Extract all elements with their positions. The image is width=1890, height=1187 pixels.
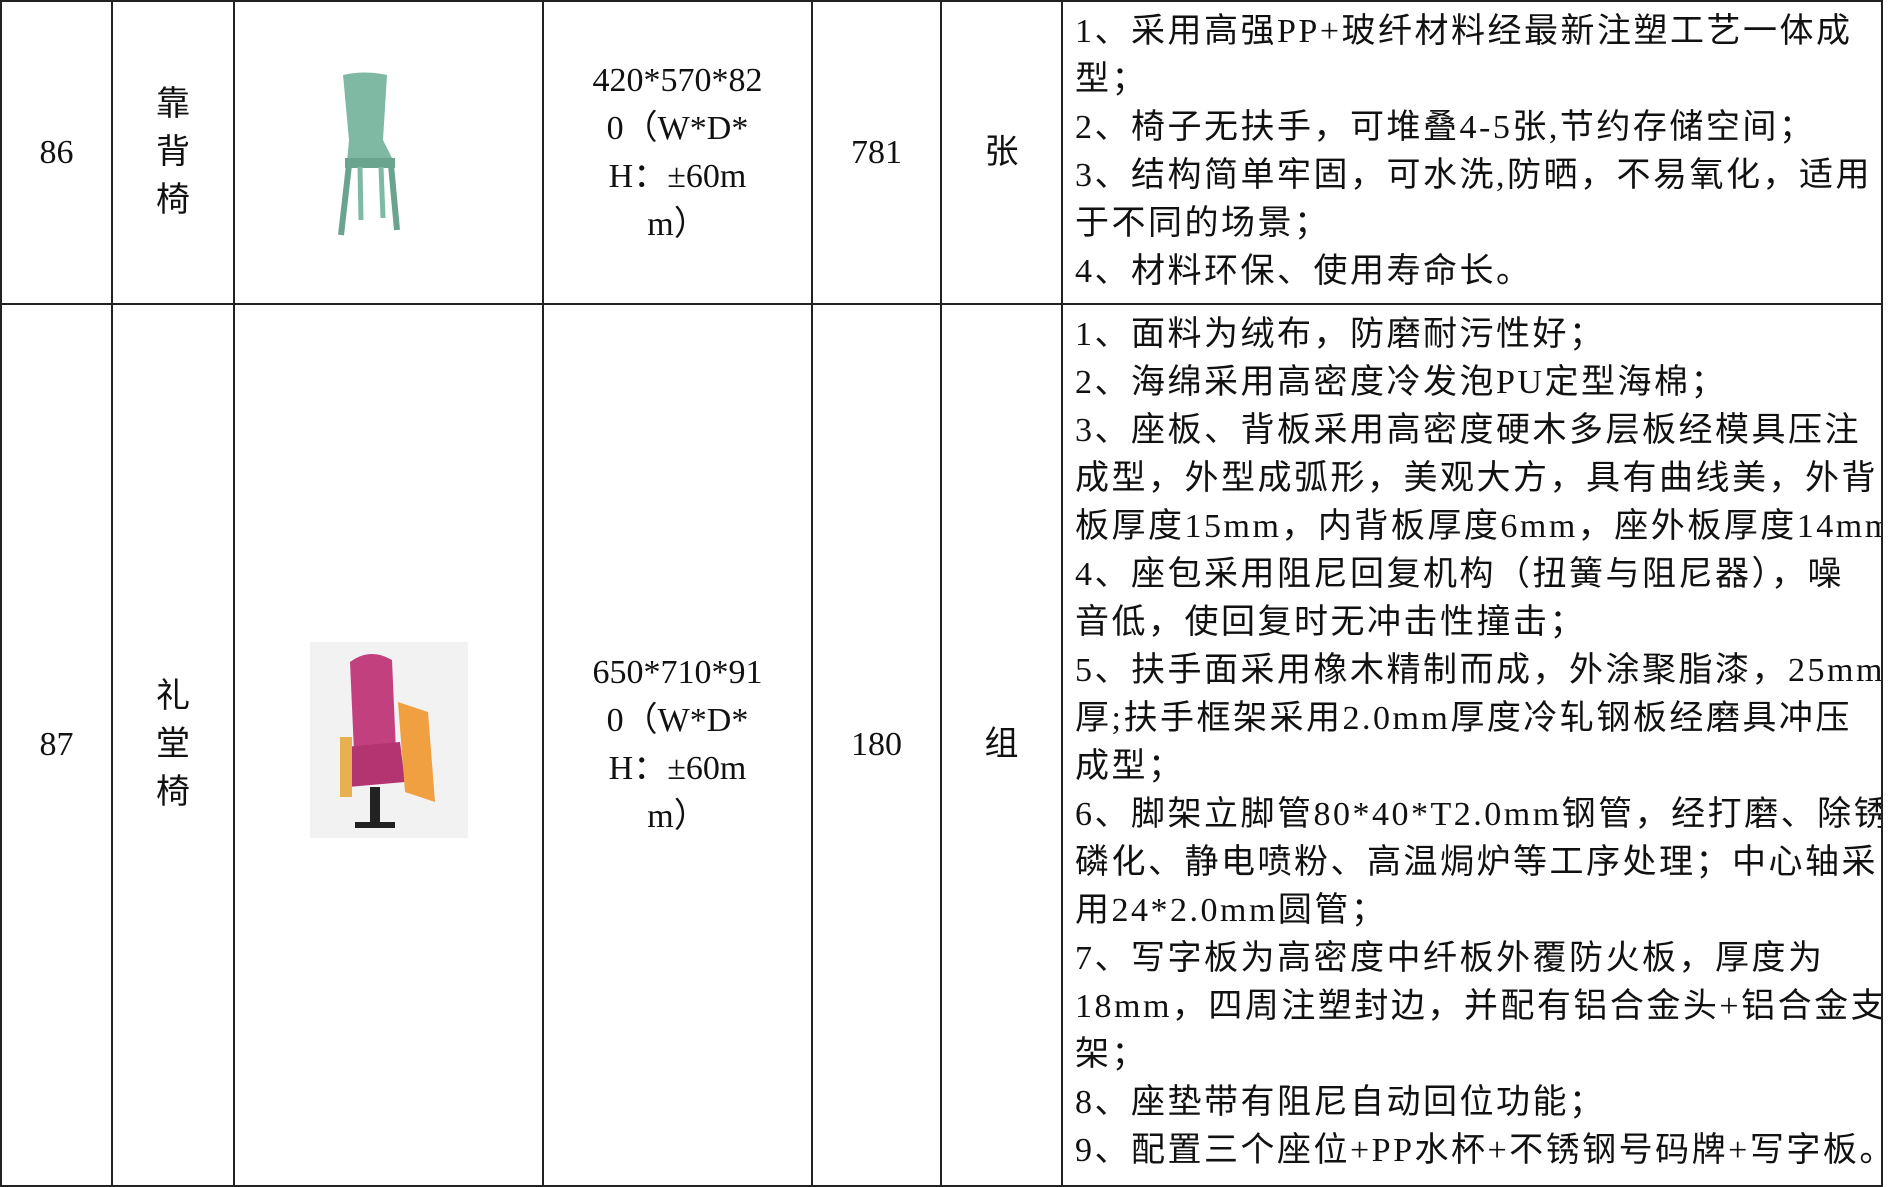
item-description: 1、面料为绒布，防磨耐污性好； 2、海绵采用高密度冷发泡PU定型海棉； 3、座板、背… xyxy=(1061,303,1883,1187)
description-line: 5、扶手面采用橡木精制而成，外涂聚脂漆，25mm xyxy=(1075,652,1882,689)
description-line: 9、配置三个座位+PP水杯+不锈钢号码牌+写字板。 xyxy=(1075,1132,1882,1169)
description-line: 用24*2.0mm圆管； xyxy=(1075,892,1388,929)
description-line: 2、椅子无扶手，可堆叠4-5张,节约存储空间； xyxy=(1075,109,1816,146)
item-size: 650*710*910（W*D*H：±60mm） xyxy=(542,303,813,1187)
description-line: 音低，使回复时无冲击性撞击； xyxy=(1075,604,1586,641)
description-line: 1、面料为绒布，防磨耐污性好； xyxy=(1075,316,1606,353)
description-line: 成型，外型成弧形，美观大方，具有曲线美，外背 xyxy=(1075,460,1878,497)
description-line: 3、座板、背板采用高密度硬木多层板经模具压注 xyxy=(1075,412,1861,449)
description-line: 厚;扶手框架采用2.0mm厚度冷轧钢板经磨具冲压 xyxy=(1075,700,1852,737)
table-row: 86 靠背椅 420*570*820（W*D*H：±60mm） 781 张 1、采用高强P… xyxy=(0,0,1883,305)
description-line: 3、结构简单牢固，可水洗,防晒，不易氧化，适用 xyxy=(1075,157,1872,194)
chair-image xyxy=(310,642,468,838)
description-line: 18mm，四周注塑封边，并配有铝合金头+铝合金支 xyxy=(1075,988,1882,1025)
description-line: 2、海绵采用高密度冷发泡PU定型海棉； xyxy=(1075,364,1727,401)
description-line: 磷化、静电喷粉、高温焗炉等工序处理；中心轴采 xyxy=(1075,844,1878,881)
description-line: 7、写字板为高密度中纤板外覆防火板，厚度为 xyxy=(1075,940,1825,977)
description-line: 4、材料环保、使用寿命长。 xyxy=(1075,253,1533,290)
item-unit: 张 xyxy=(940,0,1063,305)
item-name: 靠背椅 xyxy=(111,0,235,305)
item-number: 87 xyxy=(0,303,113,1187)
description-line: 8、座垫带有阻尼自动回位功能； xyxy=(1075,1084,1606,1121)
item-unit: 组 xyxy=(940,303,1063,1187)
description-line: 成型； xyxy=(1075,748,1185,785)
item-quantity: 781 xyxy=(811,0,942,305)
item-description: 1、采用高强PP+玻纤材料经最新注塑工艺一体成 型； 2、椅子无扶手，可堆叠4-5张… xyxy=(1061,0,1883,305)
description-line: 4、座包采用阻尼回复机构（扭簧与阻尼器），噪 xyxy=(1075,556,1844,593)
description-line: 6、脚架立脚管80*40*T2.0mm钢管，经打磨、除锈 xyxy=(1075,796,1882,833)
chair-image xyxy=(338,72,400,236)
description-line: 1、采用高强PP+玻纤材料经最新注塑工艺一体成 xyxy=(1075,13,1853,50)
table-row: 87 礼堂椅 650*710*910（W*D*H：±60mm） 180 组 1、面料为绒布… xyxy=(0,303,1883,1187)
description-line: 架； xyxy=(1075,1036,1148,1073)
description-line: 型； xyxy=(1075,61,1148,98)
item-quantity: 180 xyxy=(811,303,942,1187)
description-line: 于不同的场景； xyxy=(1075,205,1331,242)
description-line: 板厚度15mm，内背板厚度6mm，座外板厚度14mm； xyxy=(1075,508,1882,545)
item-number: 86 xyxy=(0,0,113,305)
item-name: 礼堂椅 xyxy=(111,303,235,1187)
item-size: 420*570*820（W*D*H：±60mm） xyxy=(542,0,813,305)
